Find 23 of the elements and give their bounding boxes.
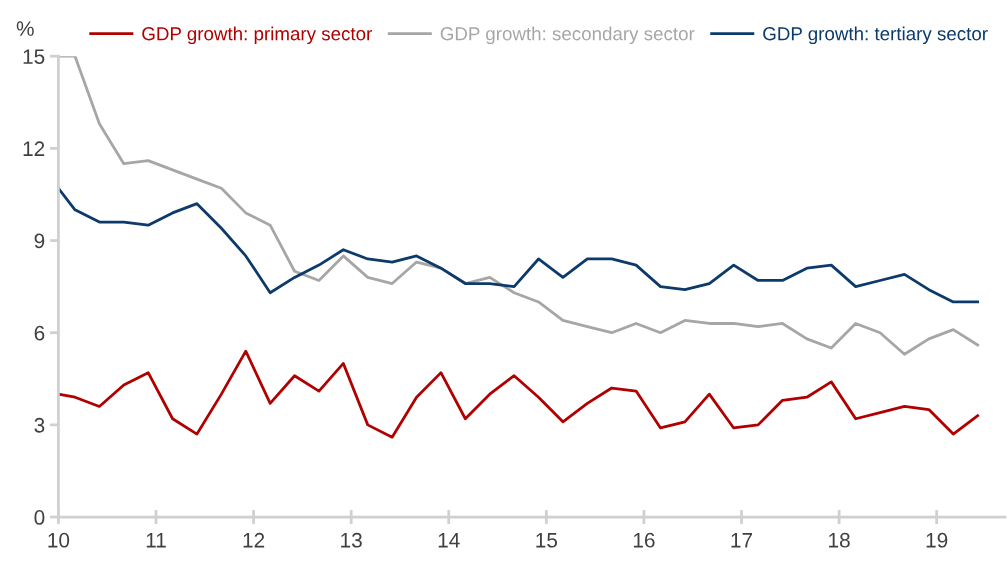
legend-label: GDP growth: primary sector: [142, 26, 372, 45]
x-tick-label: 11: [146, 533, 166, 548]
legend-label: GDP growth: tertiary sector: [763, 26, 988, 45]
y-axis-title: %: [16, 21, 34, 36]
y-tick-label: 9: [34, 233, 45, 249]
legend-label: GDP growth: secondary sector: [440, 26, 695, 45]
line-series: [58, 349, 980, 439]
x-tick-label: 10: [48, 532, 70, 548]
x-tick-label: 15: [536, 533, 558, 548]
x-tick-label: 12: [243, 532, 265, 548]
x-tick-label: 14: [438, 533, 460, 548]
line-series: [58, 186, 980, 304]
x-tick-label: 13: [341, 532, 362, 548]
x-tick-label: 17: [731, 533, 753, 548]
y-tick-label: 6: [34, 325, 45, 341]
line-series: [58, 56, 980, 356]
x-tick-label: 18: [829, 532, 850, 548]
y-tick-label: 15: [23, 49, 45, 64]
x-tick-label: 19: [926, 532, 948, 548]
x-tick-label: 16: [633, 532, 655, 548]
y-tick-label: 12: [23, 141, 45, 156]
y-tick-label: 3: [34, 417, 45, 433]
y-tick-label: 0: [34, 510, 45, 525]
